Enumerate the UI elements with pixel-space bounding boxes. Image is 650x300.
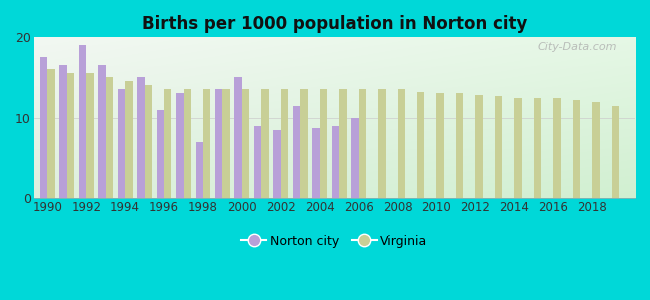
Bar	[313, 128, 320, 198]
Bar	[573, 100, 580, 198]
Bar	[79, 45, 86, 198]
Bar	[475, 95, 483, 198]
Bar	[332, 126, 339, 198]
Bar	[164, 89, 172, 198]
Bar	[293, 106, 300, 198]
Bar	[398, 89, 405, 198]
Bar	[456, 94, 463, 198]
Text: City-Data.com: City-Data.com	[538, 42, 617, 52]
Bar	[235, 77, 242, 198]
Bar	[359, 89, 366, 198]
Bar	[612, 106, 619, 198]
Bar	[261, 89, 268, 198]
Bar	[118, 89, 125, 198]
Bar	[592, 101, 599, 198]
Bar	[183, 89, 191, 198]
Bar	[514, 98, 522, 198]
Bar	[125, 82, 133, 198]
Bar	[196, 142, 203, 198]
Bar	[437, 94, 444, 198]
Bar	[176, 94, 183, 198]
Bar	[203, 89, 211, 198]
Bar	[222, 89, 230, 198]
Bar	[378, 89, 385, 198]
Bar	[106, 77, 113, 198]
Bar	[86, 74, 94, 198]
Bar	[67, 74, 74, 198]
Bar	[274, 130, 281, 198]
Bar	[40, 57, 47, 198]
Bar	[495, 96, 502, 198]
Bar	[300, 89, 307, 198]
Bar	[339, 89, 346, 198]
Bar	[59, 65, 67, 198]
Bar	[281, 89, 288, 198]
Bar	[144, 85, 152, 198]
Bar	[351, 118, 359, 198]
Bar	[320, 89, 327, 198]
Bar	[215, 89, 222, 198]
Bar	[417, 92, 424, 198]
Bar	[553, 98, 561, 198]
Bar	[242, 89, 250, 198]
Bar	[98, 65, 106, 198]
Title: Births per 1000 population in Norton city: Births per 1000 population in Norton cit…	[142, 15, 527, 33]
Bar	[254, 126, 261, 198]
Bar	[137, 77, 144, 198]
Bar	[47, 69, 55, 198]
Bar	[534, 98, 541, 198]
Legend: Norton city, Virginia: Norton city, Virginia	[236, 230, 433, 253]
Bar	[157, 110, 164, 198]
